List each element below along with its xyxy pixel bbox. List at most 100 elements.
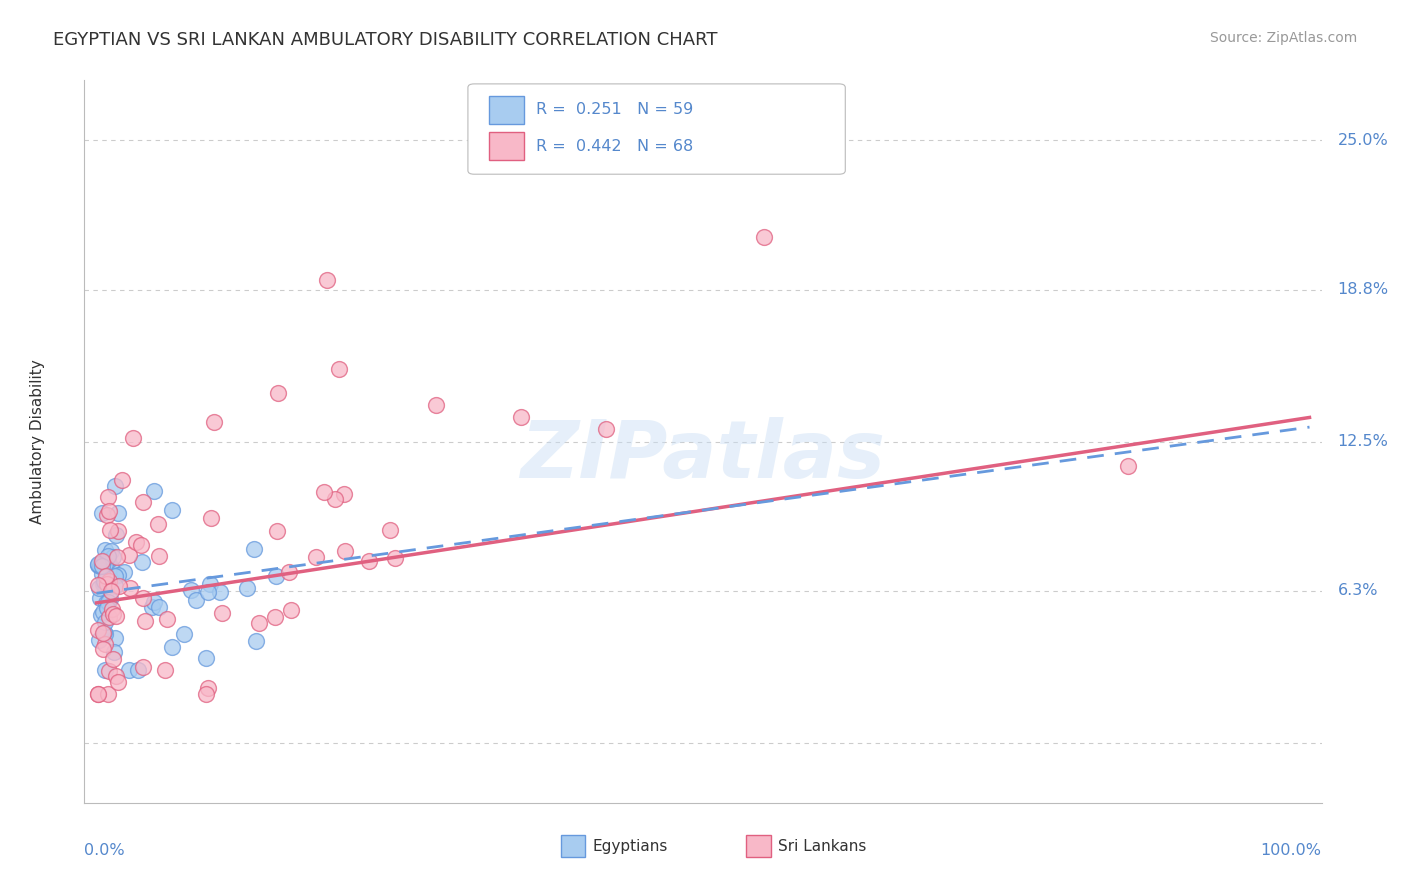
Point [97, 490, 120, 504]
Point [94, 573, 117, 587]
Point [198, 577, 221, 591]
Point [96, 601, 118, 615]
Point [143, 483, 166, 498]
Point [200, 510, 222, 524]
Point [97, 504, 120, 518]
Point [131, 555, 153, 569]
Point [98, 592, 121, 607]
Point [107, 567, 129, 582]
Point [97, 610, 120, 624]
Point [194, 687, 217, 701]
Text: Ambulatory Disability: Ambulatory Disability [30, 359, 45, 524]
Point [104, 479, 127, 493]
Text: ZIPatlas: ZIPatlas [520, 417, 886, 495]
Point [752, 230, 775, 244]
Point [129, 539, 152, 553]
Text: Source: ZipAtlas.com: Source: ZipAtlas.com [1209, 31, 1357, 45]
Point [280, 602, 302, 616]
Point [118, 664, 141, 678]
FancyBboxPatch shape [468, 84, 845, 174]
Point [89, 581, 111, 595]
Point [91, 576, 114, 591]
Point [197, 681, 219, 695]
Point [118, 581, 141, 595]
Point [97, 687, 120, 701]
Point [100, 584, 122, 599]
Text: 100.0%: 100.0% [1261, 843, 1322, 857]
Point [146, 517, 169, 532]
Point [91, 554, 114, 568]
Bar [489, 132, 523, 160]
Point [93, 664, 115, 678]
Point [125, 534, 148, 549]
Point [202, 415, 225, 429]
Point [91, 559, 114, 574]
Point [384, 550, 406, 565]
Point [195, 650, 218, 665]
Point [90, 607, 112, 622]
Text: EGYPTIAN VS SRI LANKAN AMBULATORY DISABILITY CORRELATION CHART: EGYPTIAN VS SRI LANKAN AMBULATORY DISABI… [53, 31, 718, 49]
Point [132, 591, 155, 606]
Point [278, 566, 301, 580]
Point [98, 523, 121, 537]
Text: R =  0.442   N = 68: R = 0.442 N = 68 [536, 138, 693, 153]
Text: 0.0%: 0.0% [84, 843, 125, 857]
Point [87, 687, 110, 701]
Point [111, 473, 134, 487]
Point [132, 660, 155, 674]
Point [97, 665, 120, 679]
Point [323, 492, 346, 507]
Point [127, 664, 149, 678]
Text: 25.0%: 25.0% [1337, 133, 1389, 148]
Point [267, 386, 290, 401]
Point [96, 508, 118, 523]
Text: 12.5%: 12.5% [1337, 434, 1389, 449]
Point [180, 583, 202, 598]
Point [97, 574, 120, 588]
Point [305, 550, 328, 565]
Point [425, 398, 447, 412]
Text: Egyptians: Egyptians [593, 838, 668, 854]
Point [104, 568, 127, 582]
Point [100, 560, 122, 574]
Point [91, 626, 114, 640]
Point [266, 524, 288, 538]
Point [94, 569, 117, 583]
Point [107, 506, 129, 520]
Point [97, 595, 120, 609]
Point [162, 502, 184, 516]
Point [122, 431, 145, 445]
Point [333, 487, 356, 501]
Point [101, 607, 124, 622]
Point [96, 577, 118, 591]
Point [89, 558, 111, 573]
Point [245, 634, 267, 648]
Point [1116, 458, 1139, 473]
Point [86, 578, 108, 592]
Point [87, 557, 110, 571]
Point [131, 495, 153, 509]
Point [103, 645, 125, 659]
Point [96, 554, 118, 568]
Point [510, 410, 533, 425]
Point [90, 506, 112, 520]
Point [104, 528, 127, 542]
Text: R =  0.251   N = 59: R = 0.251 N = 59 [536, 103, 693, 118]
Point [112, 566, 135, 580]
Point [91, 605, 114, 619]
Point [107, 524, 129, 538]
Point [104, 669, 127, 683]
Point [264, 610, 287, 624]
Point [104, 631, 127, 645]
Point [155, 663, 177, 677]
Point [103, 549, 125, 564]
Point [141, 599, 163, 614]
Point [148, 600, 170, 615]
Point [264, 569, 287, 583]
Bar [747, 835, 770, 857]
Text: 6.3%: 6.3% [1337, 583, 1378, 599]
Point [94, 543, 117, 558]
Point [143, 595, 166, 609]
Point [247, 616, 270, 631]
Point [104, 579, 127, 593]
